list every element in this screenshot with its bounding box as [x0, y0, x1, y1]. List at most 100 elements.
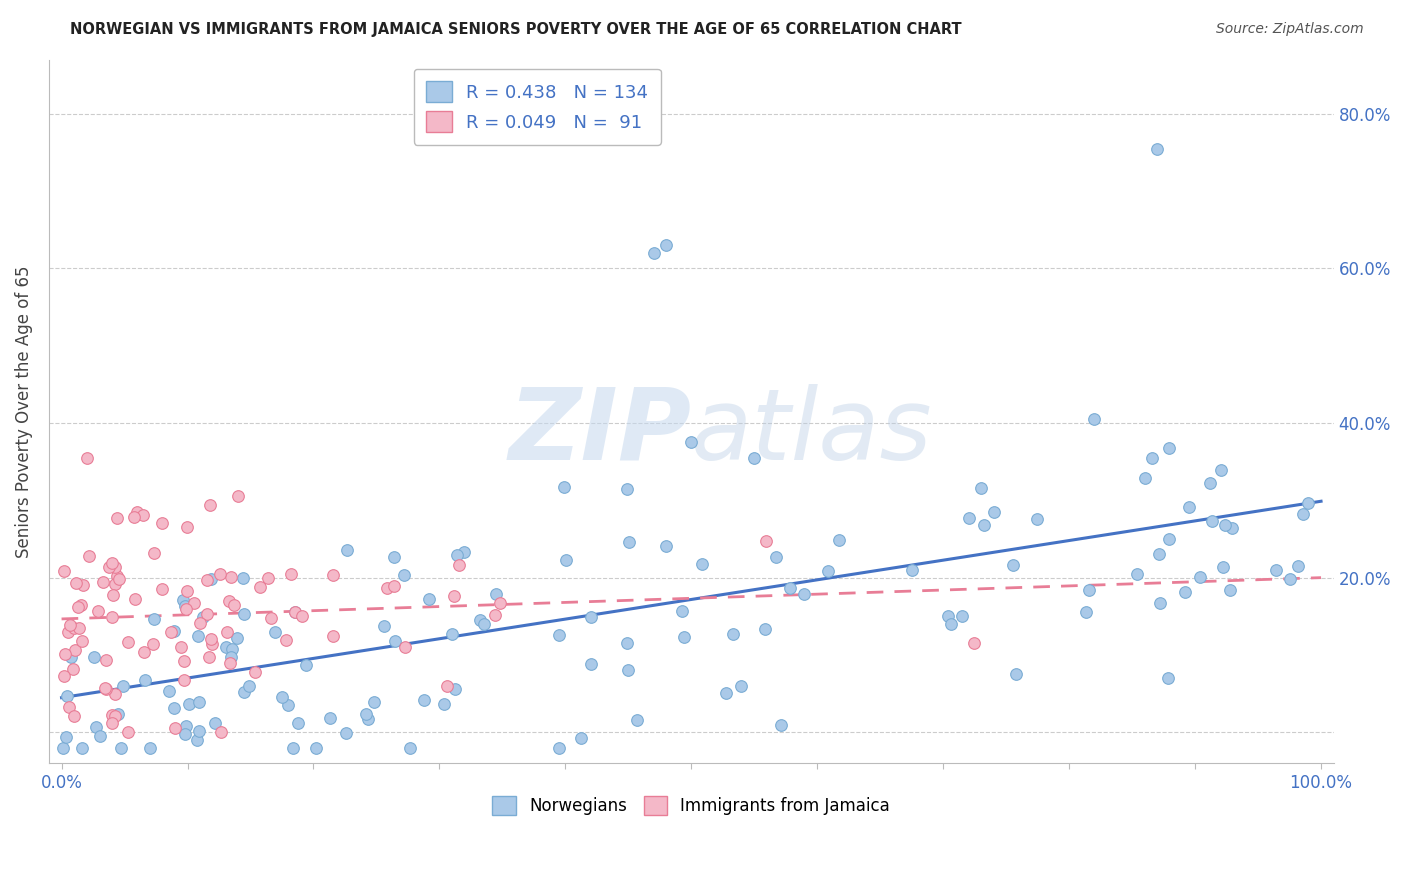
Point	[232, 685, 254, 699]
Point	[1146, 141, 1168, 155]
Point	[742, 450, 765, 465]
Point	[373, 618, 395, 632]
Point	[336, 542, 359, 557]
Point	[226, 632, 249, 646]
Point	[1213, 518, 1236, 533]
Point	[1291, 508, 1313, 522]
Point	[91, 575, 114, 590]
Point	[215, 640, 238, 654]
Point	[238, 679, 260, 693]
Point	[671, 604, 693, 618]
Point	[1220, 521, 1243, 535]
Point	[730, 679, 752, 693]
Point	[755, 533, 778, 548]
Point	[616, 636, 638, 650]
Point	[232, 571, 254, 585]
Point	[681, 435, 703, 450]
Point	[690, 557, 713, 571]
Point	[1078, 582, 1101, 597]
Point	[484, 607, 506, 622]
Point	[643, 245, 665, 260]
Point	[281, 740, 304, 755]
Point	[221, 570, 243, 584]
Point	[260, 611, 283, 625]
Point	[1212, 560, 1234, 574]
Point	[122, 510, 145, 524]
Point	[104, 709, 127, 723]
Point	[104, 560, 127, 574]
Point	[103, 588, 125, 602]
Point	[143, 546, 166, 560]
Point	[779, 582, 801, 596]
Point	[418, 592, 440, 607]
Point	[485, 587, 508, 601]
Point	[62, 662, 84, 676]
Point	[941, 616, 963, 631]
Point	[1083, 412, 1105, 426]
Point	[319, 711, 342, 725]
Point	[131, 508, 153, 522]
Point	[569, 731, 592, 745]
Point	[163, 624, 186, 639]
Point	[101, 708, 124, 723]
Point	[86, 604, 108, 618]
Point	[117, 725, 139, 739]
Point	[1135, 471, 1157, 485]
Point	[1001, 558, 1024, 573]
Point	[443, 682, 465, 697]
Point	[619, 535, 641, 549]
Point	[98, 560, 121, 574]
Point	[936, 609, 959, 624]
Point	[53, 565, 76, 579]
Point	[392, 568, 415, 582]
Point	[294, 658, 316, 673]
Point	[174, 719, 197, 733]
Point	[157, 684, 180, 698]
Point	[1174, 584, 1197, 599]
Point	[1126, 566, 1149, 581]
Point	[94, 652, 117, 666]
Point	[160, 625, 183, 640]
Point	[100, 610, 122, 624]
Point	[1142, 450, 1164, 465]
Point	[291, 608, 314, 623]
Point	[274, 632, 297, 647]
Point	[174, 601, 197, 615]
Point	[142, 637, 165, 651]
Point	[226, 490, 249, 504]
Point	[197, 650, 219, 665]
Point	[55, 730, 77, 744]
Point	[195, 607, 218, 621]
Point	[55, 647, 77, 661]
Point	[200, 572, 222, 586]
Point	[101, 557, 124, 571]
Point	[468, 613, 491, 627]
Point	[375, 581, 398, 595]
Point	[1278, 572, 1301, 586]
Point	[217, 624, 239, 639]
Point	[322, 629, 344, 643]
Point	[176, 584, 198, 599]
Point	[901, 563, 924, 577]
Point	[793, 587, 815, 601]
Text: NORWEGIAN VS IMMIGRANTS FROM JAMAICA SENIORS POVERTY OVER THE AGE OF 65 CORRELAT: NORWEGIAN VS IMMIGRANTS FROM JAMAICA SEN…	[70, 22, 962, 37]
Point	[58, 700, 80, 714]
Point	[89, 729, 111, 743]
Point	[65, 576, 87, 591]
Point	[1188, 570, 1211, 584]
Point	[172, 593, 194, 607]
Point	[105, 511, 128, 525]
Point	[112, 679, 135, 693]
Point	[249, 580, 271, 594]
Point	[354, 707, 377, 722]
Point	[134, 673, 156, 687]
Point	[190, 615, 212, 630]
Point	[117, 635, 139, 649]
Point	[433, 697, 456, 711]
Point	[1157, 671, 1180, 685]
Point	[765, 550, 787, 565]
Point	[1286, 559, 1309, 574]
Point	[70, 633, 93, 648]
Point	[176, 520, 198, 534]
Point	[150, 516, 173, 531]
